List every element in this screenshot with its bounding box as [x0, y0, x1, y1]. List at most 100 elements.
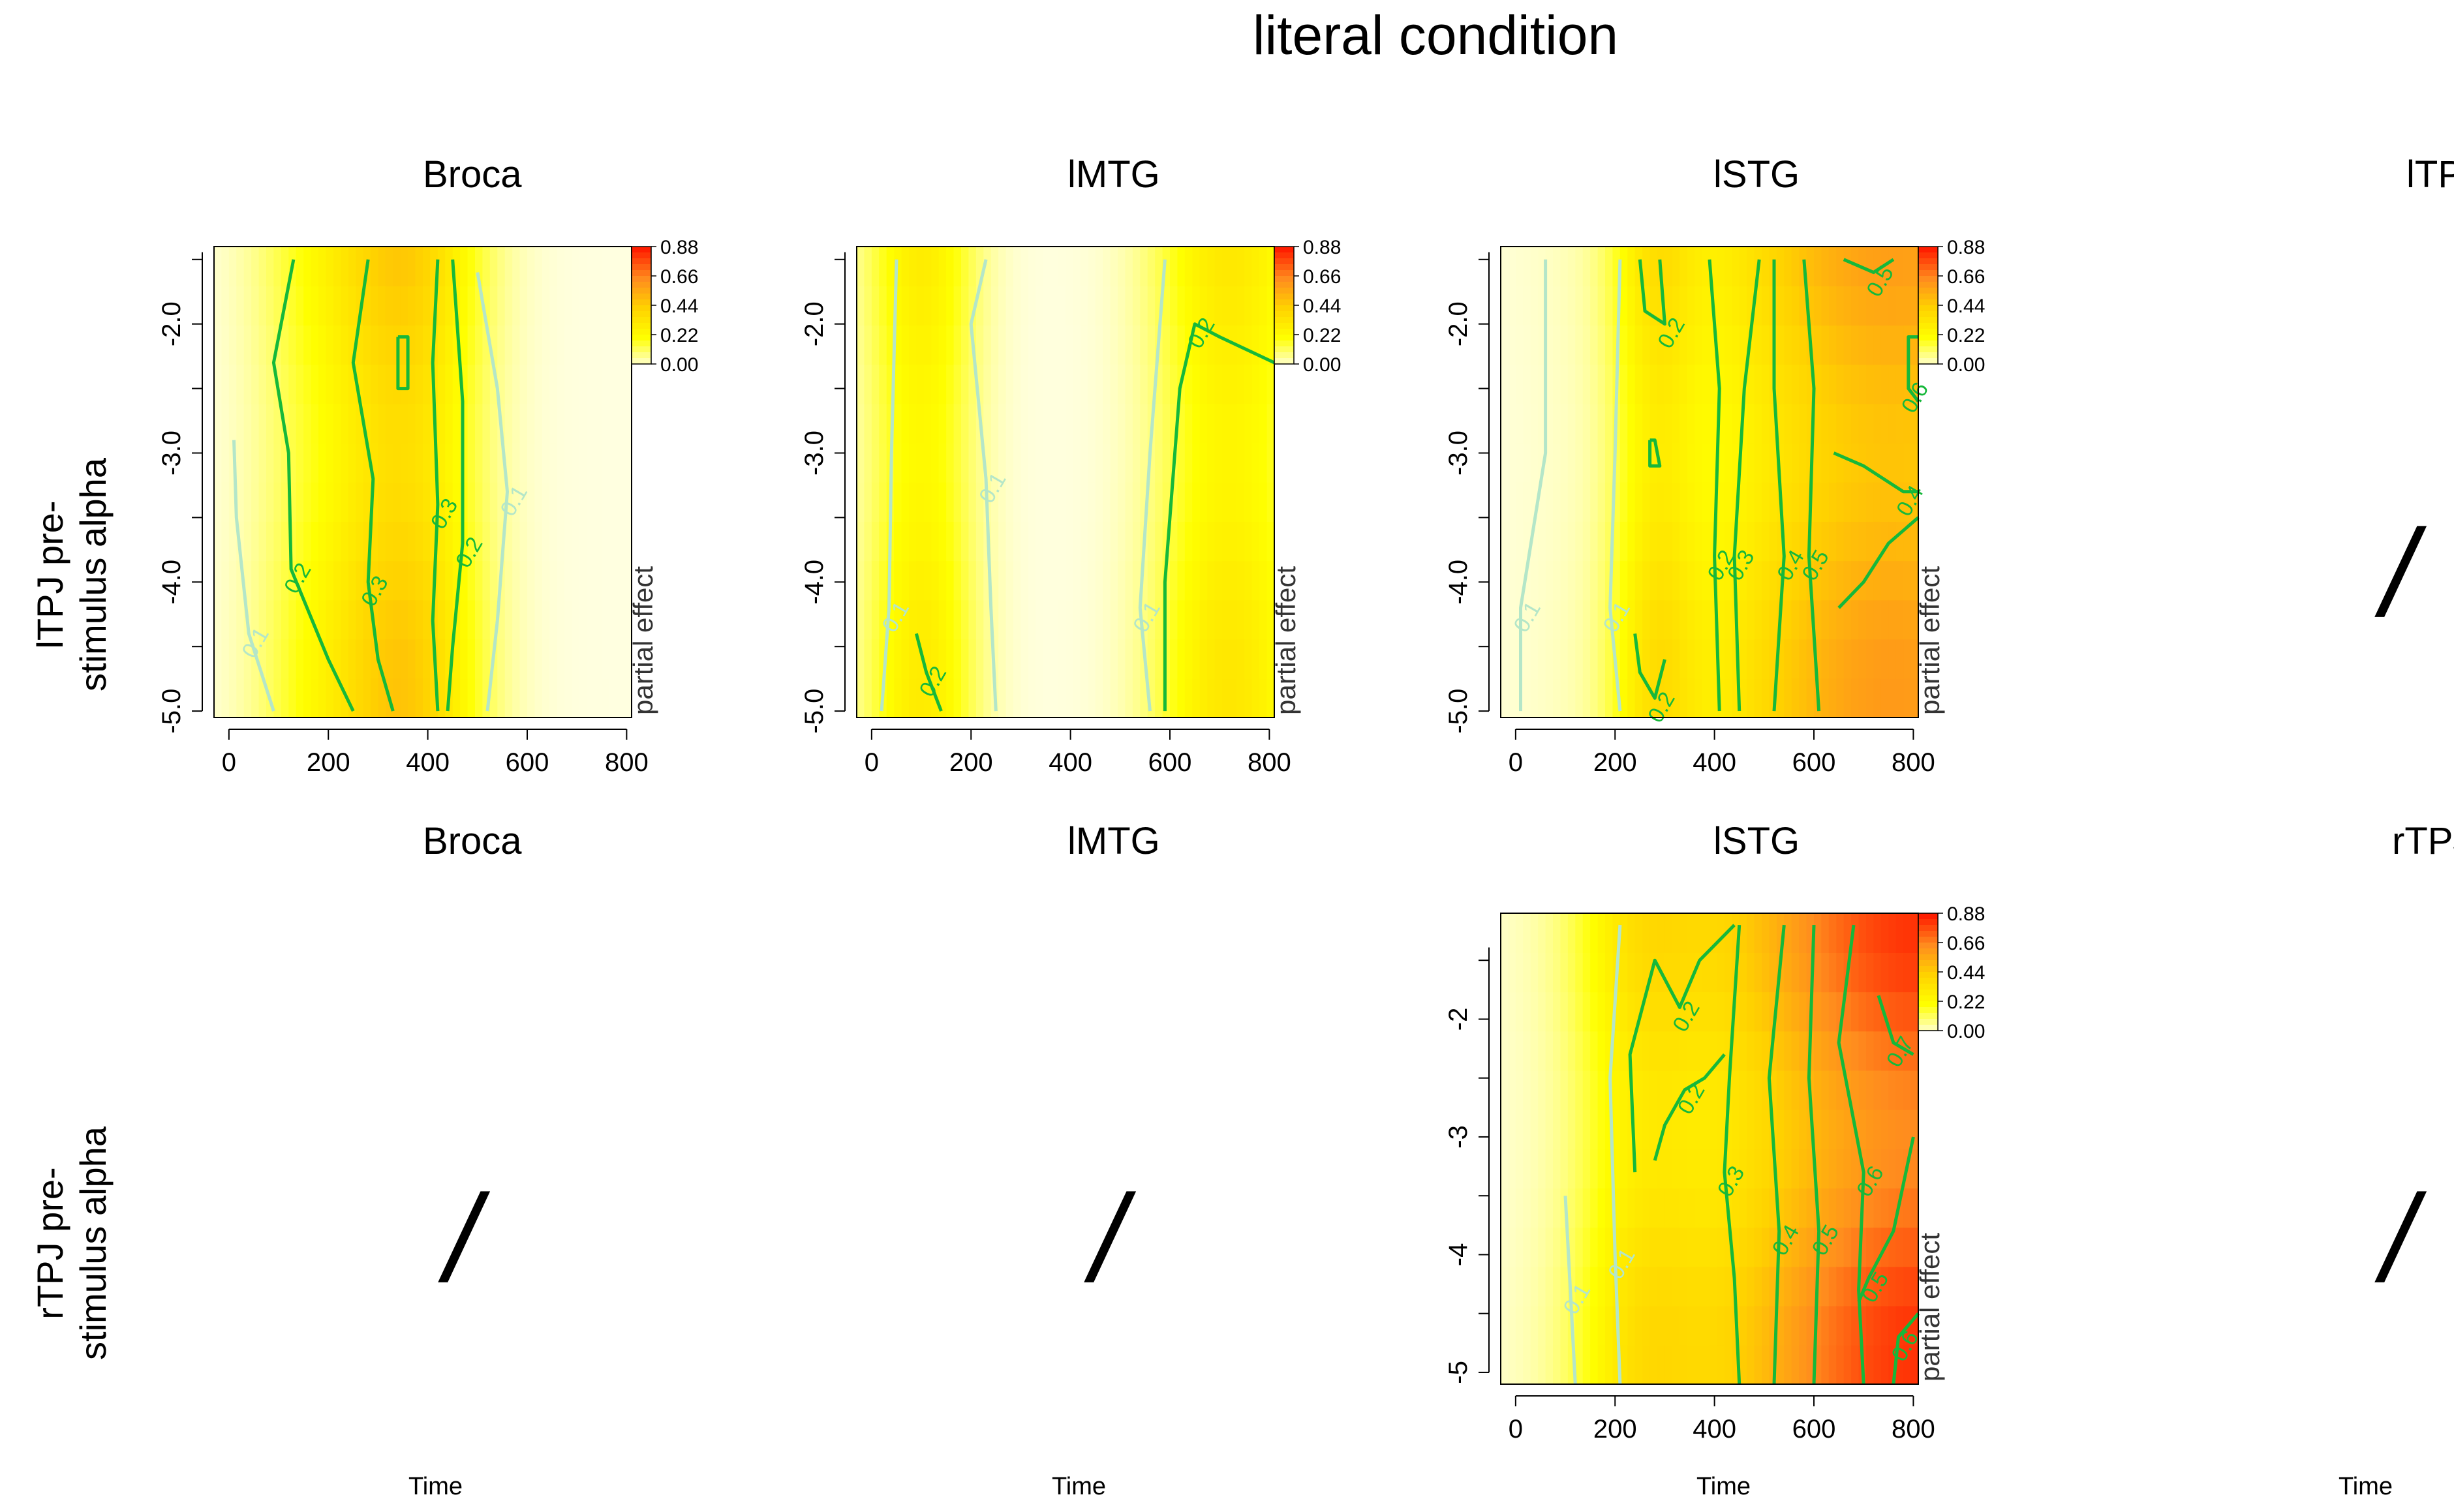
colorbar-cell	[1918, 943, 1938, 949]
heat-cell	[1695, 364, 1703, 404]
heat-cell	[1199, 364, 1208, 404]
heat-cell	[549, 247, 558, 286]
heat-cell	[512, 521, 521, 562]
heat-cell	[1590, 1227, 1599, 1267]
heat-cell	[512, 678, 521, 718]
heat-cell	[968, 678, 977, 718]
heat-cell	[1501, 639, 1509, 679]
heat-cell	[475, 482, 483, 522]
heat-cell	[1672, 1031, 1681, 1071]
heat-cell	[1679, 599, 1688, 640]
heat-cell	[1170, 639, 1178, 679]
heat-cell	[415, 286, 423, 326]
heat-cell	[1821, 1266, 1830, 1307]
heat-cell	[1508, 639, 1516, 679]
heat-cell	[1747, 639, 1755, 679]
heat-cell	[1170, 247, 1178, 286]
heat-cell	[1523, 1031, 1531, 1071]
heat-cell	[356, 678, 364, 718]
heat-cell	[1177, 521, 1186, 562]
heat-cell	[1043, 482, 1051, 522]
heat-cell	[953, 639, 962, 679]
chart-r1c1: 0.10.10.20.20.30.30 200 400 600 800-2.0-3.0-…	[157, 237, 698, 777]
heat-cell	[1192, 521, 1201, 562]
heat-cell	[1005, 678, 1014, 718]
heat-cell	[1619, 247, 1629, 286]
heat-cell	[557, 325, 565, 365]
heat-cell	[251, 403, 260, 444]
heat-cell	[572, 678, 580, 718]
heat-cell	[1739, 1305, 1747, 1346]
heat-cell	[1799, 325, 1807, 365]
heat-cell	[1575, 1070, 1584, 1110]
heat-cell	[400, 639, 408, 679]
y-tick-label: -5.0	[800, 689, 829, 734]
heat-cell	[1058, 325, 1066, 365]
heat-cell	[857, 521, 865, 562]
heat-cell	[1095, 560, 1103, 601]
heat-cell	[1590, 286, 1599, 326]
heat-cell	[1634, 1344, 1643, 1385]
colorbar-label: partial effect	[1914, 1233, 1945, 1382]
heat-cell	[1657, 560, 1666, 601]
heat-cell	[975, 521, 985, 562]
x-tick-label: 800	[605, 748, 649, 777]
heat-cell	[1080, 325, 1089, 365]
heat-cell	[1702, 247, 1710, 286]
heat-cell	[1545, 1344, 1554, 1385]
heat-cell	[1501, 286, 1509, 326]
heat-cell	[1508, 1305, 1516, 1346]
heat-cell	[408, 286, 416, 326]
heat-cell	[1851, 364, 1860, 404]
heat-cell	[1582, 1031, 1591, 1071]
heat-cell	[1088, 560, 1096, 601]
heat-cell	[1567, 1149, 1576, 1188]
heat-cell	[1251, 639, 1260, 679]
heat-cell	[1702, 442, 1710, 483]
heat-cell	[617, 521, 625, 562]
heat-cell	[1155, 599, 1163, 640]
heat-cell	[624, 247, 632, 286]
heat-cell	[400, 286, 408, 326]
heat-cell	[1710, 1031, 1718, 1071]
heat-cell	[1903, 678, 1912, 718]
heat-cell	[1762, 913, 1770, 953]
heat-cell	[961, 286, 970, 326]
heat-cell	[1895, 1266, 1904, 1307]
heat-cell	[243, 325, 252, 365]
heat-cell	[423, 678, 431, 718]
heat-cell	[572, 442, 580, 483]
heat-cell	[1762, 599, 1770, 640]
heat-cell	[1597, 599, 1606, 640]
heat-cell	[1523, 913, 1531, 953]
heat-cell	[1095, 364, 1103, 404]
heat-cell	[1508, 560, 1516, 601]
heat-cell	[393, 678, 401, 718]
heat-cell	[1013, 521, 1022, 562]
heat-cell	[1508, 1344, 1516, 1385]
heat-cell	[1266, 286, 1275, 326]
colorbar-cell	[1274, 305, 1294, 312]
heat-cell	[1590, 521, 1599, 562]
heat-cell	[1192, 442, 1201, 483]
heat-cell	[1873, 1344, 1882, 1385]
heat-cell	[602, 639, 610, 679]
heat-cell	[1717, 1344, 1725, 1385]
heat-cell	[348, 403, 356, 444]
heat-cell	[1717, 1109, 1725, 1149]
heat-cell	[1530, 913, 1539, 953]
heat-cell	[460, 325, 468, 365]
heat-cell	[1147, 482, 1156, 522]
heat-cell	[1747, 1070, 1755, 1110]
heat-cell	[296, 247, 304, 286]
heat-cell	[998, 599, 1007, 640]
heat-cell	[1575, 1344, 1584, 1385]
heat-cell	[968, 442, 977, 483]
heat-cell	[423, 521, 431, 562]
heat-cell	[864, 482, 872, 522]
heat-cell	[564, 599, 573, 640]
colorbar-cell	[1918, 978, 1938, 984]
heat-cell	[1851, 482, 1860, 522]
heat-cell	[1575, 364, 1584, 404]
heat-cell	[1612, 1109, 1621, 1149]
